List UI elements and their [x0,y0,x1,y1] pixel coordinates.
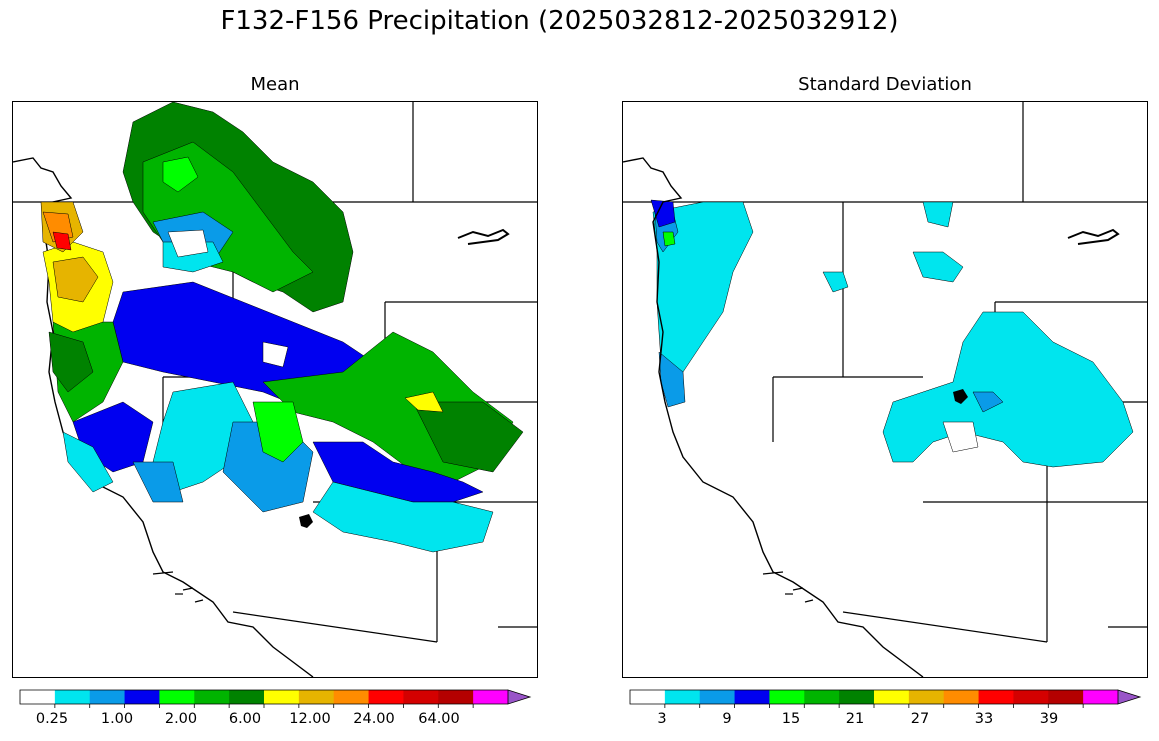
colorbar-segment [20,690,56,704]
colorbar-segment [874,690,910,704]
map-mean [12,101,538,678]
figure-title: F132-F156 Precipitation (2025032812-2025… [220,6,899,36]
colorbar-segment [194,690,230,704]
panel-title-mean: Mean [250,74,300,95]
great-salt-lake-shape [953,389,968,404]
tick-label: 6.00 [228,711,262,727]
colorbar-segment [1013,690,1049,704]
colorbar-segment [54,690,91,704]
colorbar-segment [403,690,439,704]
great-salt-lake-shape [299,514,313,528]
tick-label: 0.25 [35,711,69,727]
tick-label: 39 [1039,711,1059,727]
tick-label: 24.00 [353,711,395,727]
tick-label: 64.00 [418,711,460,727]
colorbar-mean-svg [19,689,532,708]
colorbar-segment [1048,690,1084,704]
colorbar-mean [19,689,532,708]
tick-label: 27 [910,711,930,727]
map-stddev [622,101,1148,678]
colorbar-mean-labels: 0.25 1.00 2.00 6.00 12.00 24.00 64.00 [20,711,530,731]
colorbar-segment [229,690,265,704]
colorbar-segment [159,690,195,704]
colorbar-segment [89,690,126,704]
colorbar-segment [699,690,736,704]
coastline-shape [623,157,924,677]
colorbar-segment [769,690,805,704]
tick-label: 2.00 [164,711,198,727]
map-stddev-svg [623,102,1147,677]
colorbar-segment [978,690,1014,704]
colorbar-segment [264,690,300,704]
tick-label: 33 [974,711,994,727]
tick-label: 9 [722,711,732,727]
colorbar-segment [368,690,404,704]
tick-label: 1.00 [100,711,134,727]
colorbar-segment [333,690,370,704]
map-mean-svg [13,102,537,677]
colorbar-segment [1083,690,1119,704]
colorbar-stddev [629,689,1142,708]
tick-label: 3 [657,711,667,727]
colorbar-segment [298,690,335,704]
colorbar-extend-arrow [1117,689,1142,705]
colorbar-segment [804,690,840,704]
colorbar-segment [664,690,701,704]
colorbar-segment [438,690,474,704]
basin-outline-shapes [40,102,524,553]
colorbar-segment [124,690,160,704]
tick-label: 21 [845,711,865,727]
colorbar-segment [734,690,770,704]
colorbar-extend-arrow [507,689,532,705]
colorbar-stddev-labels: 3 9 15 21 27 33 39 [630,711,1140,731]
colorbar-segment [839,690,875,704]
tick-label: 15 [781,711,801,727]
colorbar-stddev-svg [629,689,1142,708]
colorbar-segment [473,690,509,704]
basin-outline-shapes [650,199,1134,468]
colorbar-segment [943,690,980,704]
colorbar-segment [908,690,945,704]
colorbar-segment [630,690,666,704]
tick-label: 12.00 [289,711,331,727]
panel-title-stddev: Standard Deviation [798,74,972,95]
